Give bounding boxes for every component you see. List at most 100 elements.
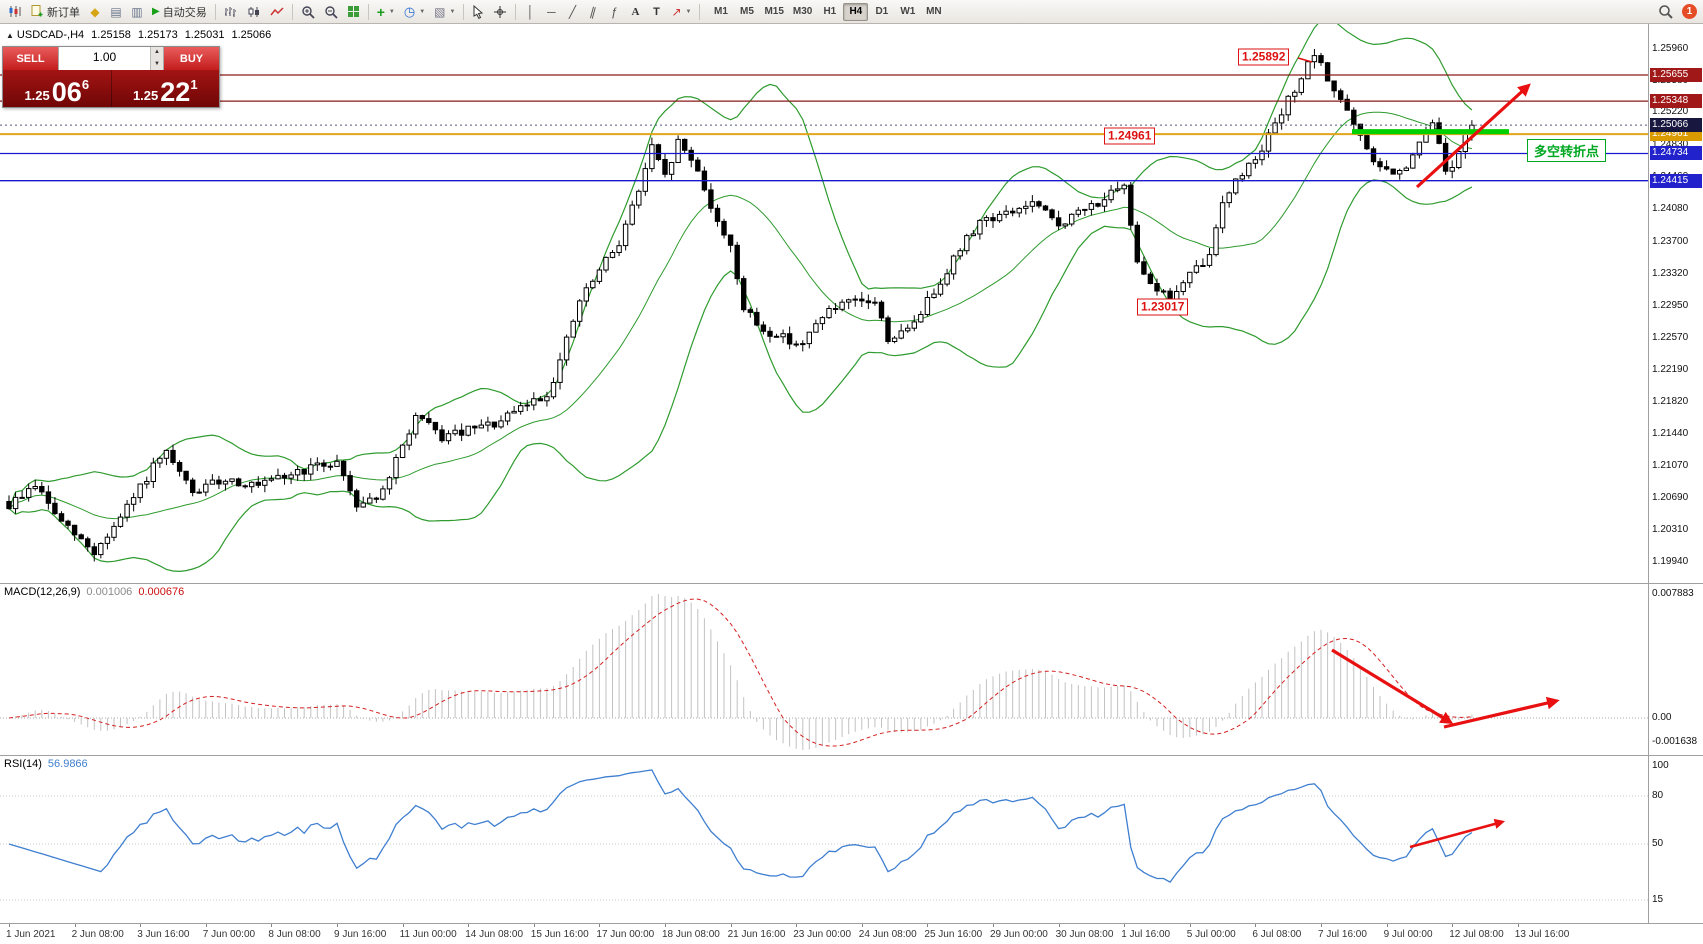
time-label: 15 Jun 16:00 [530,929,589,940]
zoom-in-button[interactable] [297,2,319,22]
trendline-button[interactable]: ╱ [568,4,577,19]
search-button[interactable] [1654,2,1677,22]
fibonacci-button[interactable]: ƒ [611,4,618,19]
volume-increase-button[interactable]: ▲ [151,47,163,59]
red-trend-arrow[interactable] [1415,83,1531,189]
toolbar-separator [214,3,216,20]
chevron-down-icon: ▼ [388,8,395,15]
time-tick [1517,924,1519,927]
price-axis-label: 1.21820 [1652,395,1689,407]
time-tick [796,924,798,927]
pane-splitter[interactable] [0,755,1703,756]
macd-histogram [15,594,1473,750]
ask-big-digits: 22 [160,76,191,107]
sell-button[interactable]: SELL [3,47,58,70]
timeframe-d1[interactable]: D1 [869,3,894,21]
time-axis[interactable]: 1 Jun 2021 2 Jun 08:00 3 Jun 16:00 7 Jun 00… [0,923,1703,944]
text-button[interactable]: A [631,5,640,18]
time-label: 7 Jul 16:00 [1318,929,1367,940]
volume-value[interactable]: 1.00 [92,50,117,64]
ask-pipette: 1 [190,77,198,92]
red-trend-arrow[interactable] [1331,648,1454,725]
timeframe-mn[interactable]: MN [921,3,946,21]
macd-main-value: 0.001006 [86,586,133,598]
trade-panel-controls: SELL 1.00 ▲ ▼ BUY [3,47,219,70]
terminal-icon[interactable]: ▥ [131,4,143,19]
red-trend-arrow[interactable] [1409,818,1506,849]
timeframe-m5[interactable]: M5 [734,3,759,21]
annotation-bull-bear-pivot: 多空转折点 [1527,139,1607,162]
bid-pipette: 6 [81,77,90,92]
rsi-name: RSI(14) [4,758,42,770]
timeframe-m15[interactable]: M15 [760,3,787,21]
price-axis[interactable]: 1.259601.255801.252201.248301.244601.240… [1649,24,1703,944]
bollinger-lower [8,179,1473,573]
arrow-icon: ↗ [671,4,682,19]
time-tick [1321,924,1322,927]
tile-windows-button[interactable] [343,2,364,22]
new-order-icon [31,4,44,20]
price-callout[interactable]: 1.24961 [1104,127,1156,145]
rsi-axis-label: 15 [1652,894,1664,905]
candlestick-chart-button[interactable] [243,2,265,22]
price-axis-label: 1.22570 [1652,331,1689,343]
timeframe-group: M1 M5 M15 M30 H1 H4 D1 W1 MN [708,2,946,21]
price-callout[interactable]: 1.23017 [1137,298,1189,316]
timeframe-m30[interactable]: M30 [789,3,816,21]
bid-price[interactable]: 1.25 06 6 [3,70,111,107]
timeframe-w1[interactable]: W1 [895,3,920,21]
text-label-button[interactable]: T [653,5,660,18]
navigator-icon[interactable]: ▤ [110,4,122,19]
time-tick [861,924,863,927]
volume-stepper[interactable]: 1.00 ▲ ▼ [58,47,164,70]
toolbar-separator [367,3,369,20]
periods-button[interactable]: ◷ ▼ [400,2,429,22]
time-tick [1124,924,1126,927]
indicators-button[interactable]: + ▼ [373,2,399,22]
notification-badge[interactable]: 1 [1682,4,1697,19]
line-chart-button[interactable] [266,2,288,22]
time-tick [337,924,338,927]
rsi-axis-label: 50 [1652,838,1664,849]
volume-decrease-button[interactable]: ▼ [151,58,163,70]
price-level-badge: 1.25348 [1650,94,1702,109]
time-label: 7 Jun 00:00 [202,929,256,940]
time-label: 6 Jul 08:00 [1252,929,1302,940]
price-axis-label: 1.19940 [1652,556,1689,568]
time-label: 1 Jun 2021 [6,929,56,940]
timeframe-m1[interactable]: M1 [708,3,733,21]
toolbar-separator [699,3,701,20]
vertical-line-button[interactable]: │ [526,4,535,19]
bars-chart-button[interactable] [220,2,242,22]
buy-button[interactable]: BUY [164,47,219,70]
rsi-line [8,769,1473,883]
pane-splitter[interactable] [0,583,1703,584]
time-tick [993,924,994,927]
crosshair-button[interactable] [489,2,511,22]
autotrade-button[interactable]: ▶ 自动交易 [148,2,211,22]
timeframe-h4[interactable]: H4 [843,2,869,21]
time-tick [665,924,666,927]
arrows-tool-button[interactable]: ↗ ▼ [667,2,695,22]
cursor-button[interactable] [468,2,488,22]
zoom-out-button[interactable] [320,2,342,22]
time-label: 9 Jul 00:00 [1383,929,1433,940]
price-callout[interactable]: 1.25892 [1238,48,1290,66]
market-watch-icon[interactable]: ◆ [90,4,100,19]
low-value: 1.25031 [184,29,225,41]
rsi-layer [0,769,1648,901]
chevron-down-icon: ▼ [419,8,426,15]
channel-button[interactable]: ∥ [588,3,599,20]
horizontal-line-button[interactable]: ─ [547,4,556,19]
red-trend-arrow[interactable] [1443,696,1560,729]
ask-price[interactable]: 1.25 22 1 [110,70,220,107]
timeframe-h1[interactable]: H1 [817,3,842,21]
time-label: 17 Jun 00:00 [596,929,655,940]
toolbar-separator [515,3,517,20]
templates-button[interactable]: ▧ ▼ [430,2,459,22]
callout-leader [1297,57,1313,63]
new-order-button[interactable]: 新订单 [27,2,84,22]
time-tick [1255,924,1257,927]
autotrade-play-icon: ▶ [152,5,160,17]
